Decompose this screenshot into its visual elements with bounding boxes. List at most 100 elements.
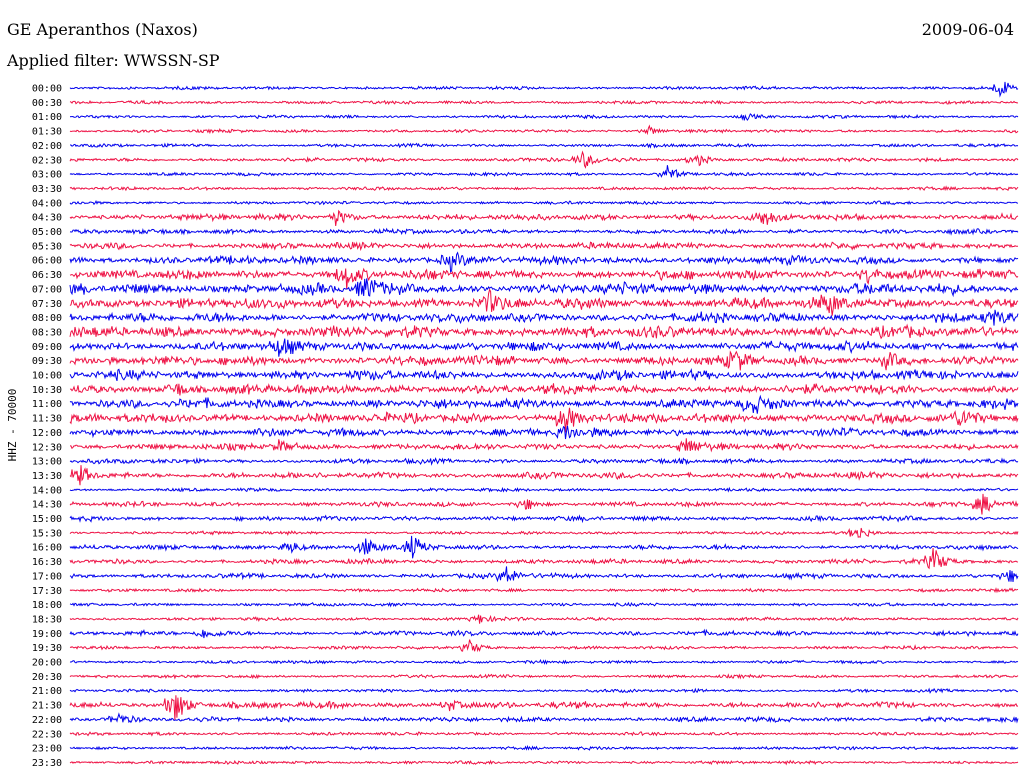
row-label: 09:00 [32, 342, 62, 353]
row-label: 15:30 [32, 528, 62, 539]
row-label: 14:00 [32, 485, 62, 496]
row-label: 12:00 [32, 428, 62, 439]
trace-row [69, 587, 1019, 594]
trace-row [69, 673, 1019, 680]
row-label: 09:30 [32, 356, 62, 367]
seismic-traces [69, 81, 1019, 766]
row-label: 06:00 [32, 256, 62, 267]
row-label: 05:00 [32, 227, 62, 238]
row-label: 04:00 [32, 198, 62, 209]
trace-row [69, 150, 1019, 169]
row-label: 01:30 [32, 127, 62, 138]
trace-row [69, 457, 1019, 466]
trace-row [69, 425, 1019, 440]
trace-row [69, 113, 1019, 122]
station-title: GE Aperanthos (Naxos) [7, 20, 198, 39]
trace-row [69, 99, 1019, 106]
trace-row [69, 240, 1018, 252]
row-label: 08:00 [32, 313, 62, 324]
trace-row [69, 309, 1019, 326]
row-label: 02:30 [32, 155, 62, 166]
trace-row [69, 465, 1019, 486]
row-labels: 00:00 00:30 01:00 01:30 02:00 02:30 03:00 03:30… [32, 84, 62, 769]
trace-row [69, 514, 1019, 524]
row-label: 18:30 [32, 614, 62, 625]
row-label: 17:30 [32, 586, 62, 597]
trace-row [69, 278, 1019, 298]
channel-label: HHZ - 70000 [6, 389, 19, 462]
row-label: 05:30 [32, 241, 62, 252]
row-label: 14:30 [32, 500, 62, 511]
row-label: 07:30 [32, 299, 62, 310]
row-label: 11:00 [32, 399, 62, 410]
trace-row [69, 695, 1019, 721]
row-label: 03:30 [32, 184, 62, 195]
trace-row [69, 535, 1019, 559]
trace-row [69, 251, 1019, 273]
row-label: 06:30 [32, 270, 62, 281]
row-label: 19:00 [32, 629, 62, 640]
row-label: 18:00 [32, 600, 62, 611]
trace-row [69, 493, 1019, 515]
row-label: 07:00 [32, 284, 62, 295]
trace-row [69, 566, 1019, 583]
trace-row [69, 601, 1019, 608]
row-label: 20:00 [32, 658, 62, 669]
trace-row [69, 744, 1019, 751]
trace-row [69, 185, 1019, 192]
trace-row [69, 394, 1019, 414]
row-label: 23:00 [32, 744, 62, 755]
row-label: 13:30 [32, 471, 62, 482]
trace-row [69, 687, 1018, 694]
trace-row [69, 350, 1019, 371]
row-label: 23:30 [32, 758, 62, 769]
trace-row [69, 527, 1019, 538]
trace-row [69, 323, 1019, 340]
trace-row [69, 639, 1019, 653]
row-label: 08:30 [32, 327, 62, 338]
trace-row [69, 407, 1019, 433]
date-label: 2009-06-04 [921, 20, 1014, 39]
trace-row [69, 81, 1019, 98]
row-label: 17:00 [32, 571, 62, 582]
row-label: 13:00 [32, 457, 62, 468]
row-label: 10:00 [32, 371, 62, 382]
row-label: 04:30 [32, 213, 62, 224]
trace-row [69, 368, 1019, 382]
row-label: 00:00 [32, 84, 62, 95]
row-label: 02:00 [32, 141, 62, 152]
trace-row [69, 628, 1019, 639]
row-label: 00:30 [32, 98, 62, 109]
trace-row [69, 288, 1019, 316]
row-label: 11:30 [32, 414, 62, 425]
row-label: 20:30 [32, 672, 62, 683]
trace-row [69, 548, 1019, 570]
row-label: 03:00 [32, 170, 62, 181]
row-label: 16:00 [32, 543, 62, 554]
trace-row [70, 438, 1019, 453]
trace-row [69, 759, 1019, 766]
trace-row [69, 267, 1019, 290]
row-label: 12:30 [32, 442, 62, 453]
trace-row [69, 124, 1019, 136]
trace-row [69, 712, 1019, 724]
trace-row [69, 731, 1019, 737]
row-label: 22:30 [32, 729, 62, 740]
row-label: 01:00 [32, 112, 62, 123]
trace-row [69, 614, 1019, 624]
row-label: 21:00 [32, 686, 62, 697]
trace-row [69, 209, 1019, 226]
trace-row [69, 227, 1019, 236]
row-label: 16:30 [32, 557, 62, 568]
trace-row [69, 659, 1019, 665]
trace-row [69, 165, 1019, 178]
row-label: 15:00 [32, 514, 62, 525]
row-label: 10:30 [32, 385, 62, 396]
row-label: 22:00 [32, 715, 62, 726]
trace-row [69, 338, 1019, 357]
row-label: 21:30 [32, 701, 62, 712]
row-label: 19:30 [32, 643, 62, 654]
trace-row [70, 142, 1019, 149]
trace-row [69, 200, 1019, 206]
